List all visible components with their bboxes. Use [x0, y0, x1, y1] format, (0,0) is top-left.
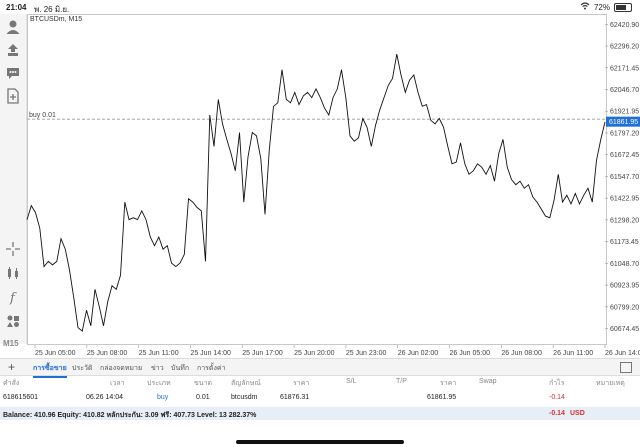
col-header-comment: หมายเหตุ — [596, 380, 625, 387]
bottom-tabs: + การซื้อขาย ประวัติ กล่องจดหมาย ข่าว บั… — [0, 358, 640, 378]
y-tick-label: 61173.45 — [610, 239, 639, 246]
account-icon[interactable] — [4, 18, 22, 36]
cell-symbol: btcusdm — [231, 394, 258, 401]
x-tick-label: 26 Jun 11:00 — [553, 350, 593, 357]
y-tick-label: 62420.90 — [610, 22, 639, 29]
col-header-sl: S/L — [346, 378, 357, 385]
status-right: 72% — [580, 2, 632, 12]
col-header-price: ราคา — [293, 380, 310, 387]
x-tick-label: 25 Jun 17:00 — [242, 350, 283, 357]
x-tick-label: 26 Jun 02:00 — [398, 350, 439, 357]
timeframe-label[interactable]: M15 — [3, 339, 19, 348]
chat-icon[interactable] — [4, 64, 22, 82]
tab-history[interactable]: ประวัติ — [72, 365, 93, 372]
home-indicator — [236, 440, 404, 444]
x-tick-label: 25 Jun 08:00 — [87, 350, 128, 357]
col-header-swap: Swap — [479, 378, 497, 385]
battery-icon — [614, 2, 632, 12]
balance-bar: Balance: 410.96 Equity: 410.82 หลักประกั… — [0, 407, 640, 420]
y-tick-label: 61048.70 — [610, 261, 639, 268]
cell-order: 618615601 — [3, 394, 39, 401]
battery-percent: 72% — [593, 2, 610, 12]
current-price-label: 61861.95 — [609, 119, 638, 126]
cell-current-price: 61861.95 — [427, 394, 457, 401]
indicators-icon[interactable] — [4, 264, 22, 282]
x-tick-label: 26 Jun 14:00 — [605, 350, 640, 357]
chart-frame — [27, 14, 607, 345]
y-tick-label: 61797.20 — [610, 130, 639, 137]
y-tick-label: 62296.20 — [610, 44, 639, 51]
col-header-profit: กำไร — [549, 380, 565, 387]
x-tick-label: 25 Jun 05:00 — [35, 350, 76, 357]
y-tick-label: 61547.70 — [610, 174, 639, 181]
tab-settings[interactable]: การตั้งค่า — [197, 365, 226, 372]
cell-type: buy — [157, 394, 169, 401]
col-header-tp: T/P — [396, 378, 407, 385]
y-tick-label: 61298.20 — [610, 217, 639, 224]
objects-icon[interactable] — [4, 312, 22, 330]
balance-profit: -0.14 — [549, 410, 565, 417]
y-tick-label: 60674.45 — [610, 326, 639, 333]
balance-currency: USD — [570, 410, 585, 417]
table-row[interactable]: 618615601 06.26 14:04 buy 0.01 btcusdm 6… — [0, 392, 640, 404]
svg-text:f: f — [9, 291, 17, 305]
x-tick-label: 26 Jun 08:00 — [501, 350, 542, 357]
price-series-line — [26, 54, 606, 332]
balance-summary: Balance: 410.96 Equity: 410.82 หลักประกั… — [3, 412, 257, 419]
price-chart[interactable]: 62420.90 62296.20 62171.45 62046.70 61921.95… — [26, 14, 640, 358]
table-header: คำสั่ง เวลา ประเภท ขนาด สัญลักษณ์ ราคา S… — [0, 376, 640, 388]
current-price-tag — [606, 116, 640, 127]
cell-time: 06.26 14:04 — [86, 394, 123, 401]
tab-trade[interactable]: การซื้อขาย — [33, 365, 67, 378]
col-header-time: เวลา — [110, 380, 125, 387]
chart-area[interactable]: BTCUSDm, M15 62420.90 62296.20 62171.45 620… — [26, 14, 640, 358]
layout-icon[interactable] — [620, 362, 632, 373]
x-tick-label: 26 Jun 05:00 — [450, 350, 491, 357]
trade-icon[interactable] — [4, 41, 22, 59]
x-tick-label: 25 Jun 20:00 — [294, 350, 335, 357]
y-tick-label: 61672.45 — [610, 152, 639, 159]
tab-news[interactable]: ข่าว — [151, 365, 164, 372]
y-tick-label: 62171.45 — [610, 65, 639, 72]
crosshair-icon[interactable] — [4, 240, 22, 258]
tab-mailbox[interactable]: กล่องจดหมาย — [100, 365, 143, 372]
x-tick-label: 25 Jun 14:00 — [190, 350, 231, 357]
add-icon[interactable]: + — [8, 360, 16, 374]
status-time: 21:04 — [6, 3, 27, 12]
col-header-volume: ขนาด — [194, 380, 213, 387]
col-header-current-price: ราคา — [440, 380, 457, 387]
y-tick-label: 60923.95 — [610, 283, 639, 290]
x-tick-label: 25 Jun 11:00 — [139, 350, 179, 357]
y-tick-label: 61422.95 — [610, 196, 639, 203]
col-header-symbol: สัญลักษณ์ — [231, 380, 261, 387]
cell-profit: -0.14 — [549, 394, 565, 401]
x-tick-label: 25 Jun 23:00 — [346, 350, 387, 357]
status-bar: 21:04 พ. 26 มิ.ย. 72% — [0, 0, 640, 14]
function-icon[interactable]: f — [4, 288, 22, 306]
new-document-icon[interactable] — [4, 87, 22, 105]
order-line-label: buy 0.01 — [29, 112, 56, 119]
y-tick-label: 62046.70 — [610, 87, 639, 94]
left-toolbar: f M15 — [0, 14, 27, 348]
cell-volume: 0.01 — [196, 394, 210, 401]
y-tick-label: 61921.95 — [610, 109, 639, 116]
tab-journal[interactable]: บันทึก — [171, 365, 190, 372]
chart-symbol-label: BTCUSDm, M15 — [30, 16, 83, 23]
status-date: พ. 26 มิ.ย. — [34, 5, 70, 14]
col-header-type: ประเภท — [147, 380, 171, 387]
col-header-order: คำสั่ง — [3, 380, 20, 387]
wifi-icon — [580, 2, 590, 12]
y-tick-label: 60799.20 — [610, 304, 639, 311]
cell-open-price: 61876.31 — [280, 394, 310, 401]
